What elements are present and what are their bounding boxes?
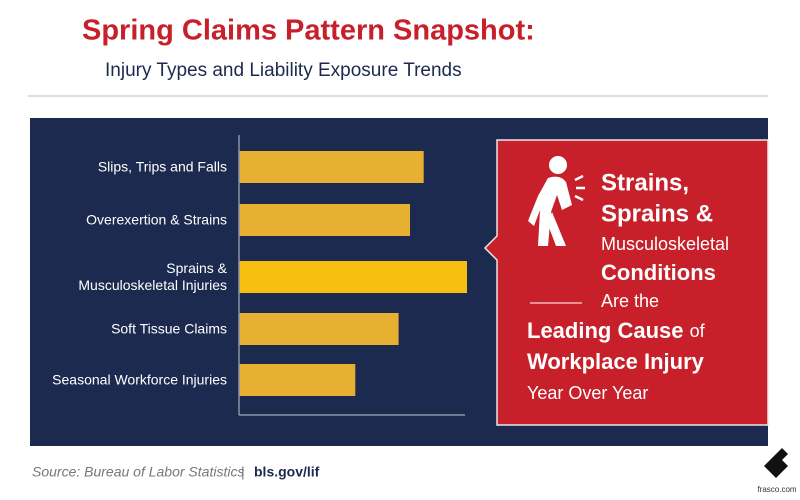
brand: frasco.com (757, 485, 796, 494)
callout-line: Strains, (601, 169, 689, 196)
source-url: bls.gov/lif (254, 464, 320, 480)
category-label: Soft Tissue Claims (111, 320, 227, 337)
bars (239, 151, 467, 396)
category-label: Sprains & Musculoskeletal Injuries (78, 260, 227, 293)
callout-line: Workplace Injury (527, 349, 705, 374)
callout-bold: Leading Cause (527, 318, 683, 343)
brand-logo (764, 448, 788, 478)
callout-line: Sprains & (601, 200, 713, 227)
callout-line: Conditions (601, 260, 716, 285)
bar (239, 261, 467, 293)
separator: | (241, 464, 245, 480)
title: Spring Claims Pattern Snapshot: (82, 15, 535, 47)
bar (239, 364, 356, 396)
callout-line: Leading Cause of (527, 318, 706, 343)
injury-icon (528, 156, 585, 246)
callout-box (483, 139, 769, 426)
source: Source: Bureau of Labor Statistics (32, 464, 244, 480)
callout-line: Musculoskeletal (601, 234, 729, 254)
bar (239, 204, 410, 236)
bar (239, 313, 399, 345)
category-label: Seasonal Workforce Injuries (52, 371, 227, 388)
callout-text: of (690, 321, 706, 341)
category-label: Overexertion & Strains (86, 211, 227, 228)
category-label: Slips, Trips and Falls (97, 158, 227, 175)
callout-line: Are the (601, 291, 659, 311)
callout-line: Year Over Year (527, 383, 648, 403)
subtitle: Injury Types and Liability Exposure Tren… (105, 60, 462, 81)
bar (239, 151, 424, 183)
